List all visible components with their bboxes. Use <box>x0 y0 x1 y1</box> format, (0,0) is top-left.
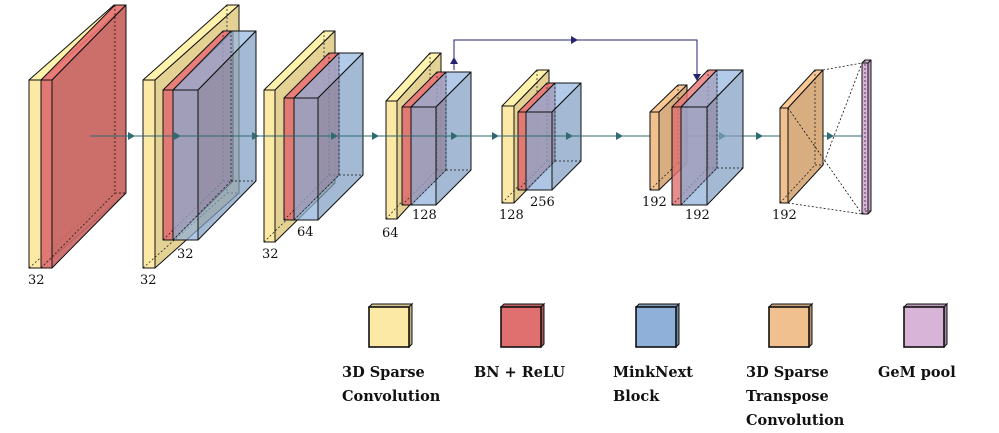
label-stage6-block-channels: 192 <box>685 208 710 223</box>
label-stage3-block-channels: 64 <box>297 225 314 240</box>
legend-label-bn-relu: BN + ReLU <box>474 364 566 381</box>
label-stage4-block-channels: 128 <box>412 208 437 223</box>
label-stage7-transpose-channels: 192 <box>772 208 797 223</box>
legend-label-gem-pool: GeM pool <box>878 364 956 381</box>
stage7-transpose-conv <box>779 69 824 204</box>
stage3-minknext-block <box>293 52 364 221</box>
legend-label-sparse-convolution: 3D Sparse Convolution <box>342 364 441 405</box>
legend-swatch-bn_relu <box>499 302 546 349</box>
label-stage4-conv-channels: 64 <box>382 226 399 241</box>
legend-swatch-minknext <box>634 302 681 349</box>
label-stage2-block-channels: 32 <box>177 247 194 262</box>
gem-connector-line <box>787 202 863 215</box>
gem-pool <box>861 59 872 215</box>
legend-swatch-gem <box>902 302 949 349</box>
label-stage3-conv-channels: 32 <box>262 247 279 262</box>
legend-label-sparse-transpose-convolution: 3D Sparse Transpose Convolution <box>746 364 845 429</box>
gem-connector-line <box>822 62 863 71</box>
label-stage5-conv-channels: 128 <box>499 208 524 223</box>
gem-connector-line <box>787 107 863 215</box>
label-stage2-conv-channels: 32 <box>140 273 157 288</box>
stage6-minknext-block <box>680 69 744 206</box>
label-stage6-transpose-channels: 192 <box>642 195 667 210</box>
gem-connector-line <box>822 62 863 166</box>
legend-label-minknext-block: MinkNext Block <box>613 364 693 405</box>
label-stage5-block-channels: 256 <box>530 195 555 210</box>
legend-swatch-conv <box>367 302 414 349</box>
label-stage1-channels: 32 <box>28 273 45 288</box>
skip-connection-line <box>453 39 698 74</box>
legend-swatch-transpose <box>767 302 814 349</box>
stage1-bn-relu <box>40 4 127 269</box>
